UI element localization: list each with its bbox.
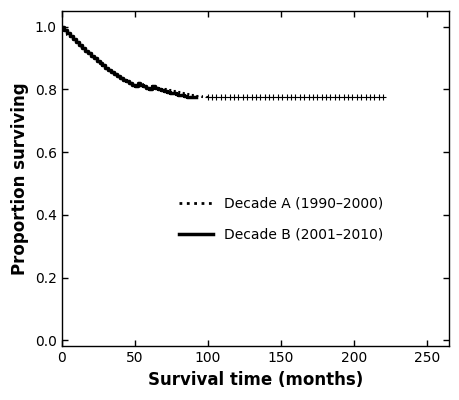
Decade B (2001–2010) bbox=[100, 63, 105, 68]
Decade B (2001–2010) bbox=[134, 81, 140, 86]
Decade B (2001–2010) bbox=[70, 37, 76, 42]
Decade B (2001–2010) bbox=[102, 66, 108, 70]
Decade A (1990–2000) bbox=[202, 94, 207, 99]
Decade B (2001–2010) bbox=[114, 74, 120, 78]
Decade A (1990–2000) bbox=[155, 86, 160, 91]
Decade B (2001–2010) bbox=[155, 86, 160, 91]
Decade B (2001–2010) bbox=[143, 85, 149, 90]
Decade B (2001–2010) bbox=[105, 68, 111, 72]
Decade A (1990–2000) bbox=[199, 94, 204, 99]
Decade B (2001–2010) bbox=[88, 53, 93, 58]
Decade B (2001–2010) bbox=[190, 95, 196, 100]
Decade B (2001–2010) bbox=[173, 92, 178, 96]
Decade A (1990–2000) bbox=[102, 66, 108, 70]
Decade B (2001–2010) bbox=[120, 77, 125, 82]
Decade B (2001–2010) bbox=[178, 93, 184, 98]
Decade B (2001–2010) bbox=[129, 82, 134, 87]
Decade B (2001–2010) bbox=[111, 72, 117, 76]
Decade B (2001–2010) bbox=[167, 90, 172, 95]
Legend: Decade A (1990–2000), Decade B (2001–2010): Decade A (1990–2000), Decade B (2001–201… bbox=[173, 191, 388, 247]
Decade B (2001–2010) bbox=[82, 48, 88, 53]
Decade B (2001–2010) bbox=[64, 31, 70, 36]
Decade A (1990–2000) bbox=[164, 87, 169, 92]
Decade B (2001–2010) bbox=[76, 43, 82, 48]
X-axis label: Survival time (months): Survival time (months) bbox=[147, 371, 362, 389]
Decade B (2001–2010) bbox=[117, 76, 123, 80]
Decade B (2001–2010) bbox=[85, 51, 90, 56]
Decade B (2001–2010) bbox=[149, 84, 155, 89]
Decade B (2001–2010) bbox=[73, 40, 79, 45]
Decade B (2001–2010) bbox=[123, 79, 129, 84]
Decade B (2001–2010) bbox=[96, 61, 102, 66]
Decade B (2001–2010) bbox=[79, 46, 84, 50]
Decade B (2001–2010) bbox=[126, 81, 131, 86]
Y-axis label: Proportion surviving: Proportion surviving bbox=[11, 82, 29, 275]
Decade B (2001–2010) bbox=[181, 94, 187, 98]
Decade B (2001–2010) bbox=[164, 89, 169, 94]
Decade B (2001–2010) bbox=[67, 34, 73, 38]
Decade B (2001–2010) bbox=[146, 86, 151, 91]
Decade B (2001–2010) bbox=[108, 70, 114, 74]
Decade B (2001–2010) bbox=[184, 94, 190, 99]
Line: Decade B (2001–2010): Decade B (2001–2010) bbox=[62, 27, 196, 97]
Line: Decade A (1990–2000): Decade A (1990–2000) bbox=[62, 27, 207, 97]
Decade B (2001–2010) bbox=[175, 92, 181, 97]
Decade A (1990–2000) bbox=[105, 68, 111, 73]
Decade B (2001–2010) bbox=[62, 28, 67, 32]
Decade B (2001–2010) bbox=[169, 91, 175, 96]
Decade B (2001–2010) bbox=[91, 56, 96, 60]
Decade B (2001–2010) bbox=[193, 95, 198, 100]
Decade B (2001–2010) bbox=[137, 82, 143, 87]
Decade A (1990–2000) bbox=[91, 57, 96, 62]
Decade B (2001–2010) bbox=[140, 84, 146, 89]
Decade B (2001–2010) bbox=[161, 88, 166, 93]
Decade A (1990–2000) bbox=[59, 24, 64, 29]
Decade B (2001–2010) bbox=[152, 85, 157, 90]
Decade B (2001–2010) bbox=[94, 58, 99, 63]
Decade A (1990–2000) bbox=[205, 94, 210, 99]
Decade B (2001–2010) bbox=[132, 84, 137, 89]
Decade B (2001–2010) bbox=[59, 24, 64, 29]
Decade B (2001–2010) bbox=[187, 94, 192, 99]
Decade B (2001–2010) bbox=[158, 87, 163, 92]
